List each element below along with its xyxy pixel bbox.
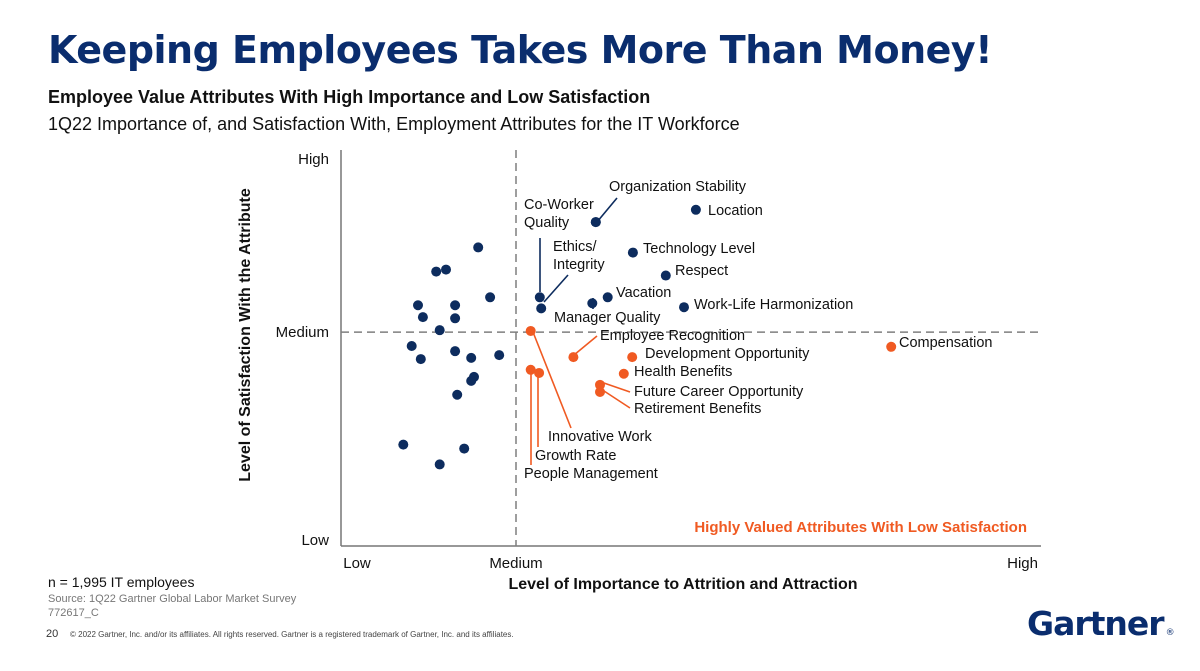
data-point-unlabeled-5 [413,300,423,311]
data-point-vacation [602,292,613,303]
data-label-manager-quality: Manager Quality [554,310,661,326]
leader-line-retirement-benefits [600,388,631,409]
data-point-location [690,204,701,215]
page-number: 20 [46,628,59,640]
leader-line-employee-recognition [573,335,598,356]
y-tick-label-medium: Medium [276,324,329,341]
logo-wordmark: Gartner [1027,604,1165,643]
data-point-compensation [886,341,897,352]
data-point-unlabeled-11 [415,354,426,365]
data-point-unlabeled-9 [434,325,445,336]
data-label-growth-rate: Growth Rate [535,448,616,464]
logo-registered-mark: ® [1165,628,1175,638]
data-point-unlabeled-2 [441,264,451,275]
x-tick-label-medium: Medium [489,555,542,572]
data-point-work-life-harmonization [679,302,689,313]
data-label-vacation: Vacation [616,285,671,301]
leader-line-future-career-opportunity [600,381,631,393]
data-point-unlabeled-1 [473,242,484,253]
leader-line-organization-stability [596,197,618,223]
data-label-technology-level: Technology Level [643,241,755,257]
data-point-unlabeled-16 [466,375,477,386]
data-point-respect [660,270,671,281]
quadrant-label: Highly Valued Attributes With Low Satisf… [694,519,1027,536]
y-tick-label-low: Low [301,532,329,549]
data-point-retirement-benefits [595,386,605,397]
data-point-health-benefits [618,368,629,379]
copyright-notice: © 2022 Gartner, Inc. and/or its affiliat… [70,630,514,639]
data-point-manager-quality [587,298,598,309]
sample-size-note: n = 1,995 IT employees [48,574,195,590]
y-tick-label-high: High [298,151,329,168]
data-point-unlabeled-19 [459,443,470,454]
data-label-innovative-work: Innovative Work [548,429,652,445]
data-point-unlabeled-12 [450,346,461,357]
chart-title: Employee Value Attributes With High Impo… [48,87,651,107]
data-point-organization-stability [590,217,601,228]
data-point-co-worker-quality [534,292,545,303]
data-point-people-management [525,364,536,375]
data-label-development-opportunity: Development Opportunity [645,346,810,362]
data-label-employee-recognition: Employee Recognition [600,328,745,344]
data-point-unlabeled-13 [466,352,477,363]
data-point-innovative-work [525,325,536,336]
data-point-unlabeled-8 [450,313,461,324]
data-label-work-life-harmonization: Work-Life Harmonization [694,297,853,313]
data-label-respect: Respect [675,263,728,279]
data-point-unlabeled-10 [406,341,417,352]
x-tick-label-low: Low [343,555,371,572]
slide-title: Keeping Employees Takes More Than Money! [48,28,993,72]
chart-id-note: 772617_C [48,607,99,619]
data-label-people-management: People Management [524,466,658,482]
data-point-employee-recognition [568,352,579,363]
data-label-health-benefits: Health Benefits [634,364,732,380]
data-label-location: Location [708,203,763,219]
data-point-unlabeled-14 [494,350,505,361]
x-axis-title: Level of Importance to Attrition and Att… [508,576,857,593]
data-point-unlabeled-17 [452,389,463,400]
data-point-unlabeled-20 [434,459,445,470]
source-note: Source: 1Q22 Gartner Global Labor Market… [48,593,297,605]
data-point-unlabeled-18 [398,439,409,450]
data-label-future-career-opportunity: Future Career Opportunity [634,384,804,400]
data-point-unlabeled-7 [417,312,428,323]
data-label-organization-stability: Organization Stability [609,179,747,195]
data-label-co-worker-quality: Co-Worker Quality [524,197,594,231]
gartner-logo: Gartner ® [1027,604,1175,643]
data-point-technology-level [627,247,638,258]
data-point-unlabeled-6 [450,300,461,311]
y-axis-title: Level of Satisfaction With the Attribute [237,188,254,482]
data-label-ethics-integrity: Ethics/Integrity [553,239,605,273]
data-point-ethics-integrity [536,303,547,314]
chart-subtitle: 1Q22 Importance of, and Satisfaction Wit… [48,114,740,134]
leader-line-innovative-work [530,326,572,429]
data-point-future-career-opportunity [595,379,605,390]
data-point-development-opportunity [627,352,638,363]
x-tick-label-high: High [1007,555,1038,572]
data-label-compensation: Compensation [899,335,993,351]
data-point-growth-rate [534,367,545,378]
data-point-unlabeled-3 [431,266,442,277]
leader-line-ethics-integrity [543,274,569,303]
data-point-unlabeled-4 [485,292,496,303]
data-label-retirement-benefits: Retirement Benefits [634,401,761,417]
